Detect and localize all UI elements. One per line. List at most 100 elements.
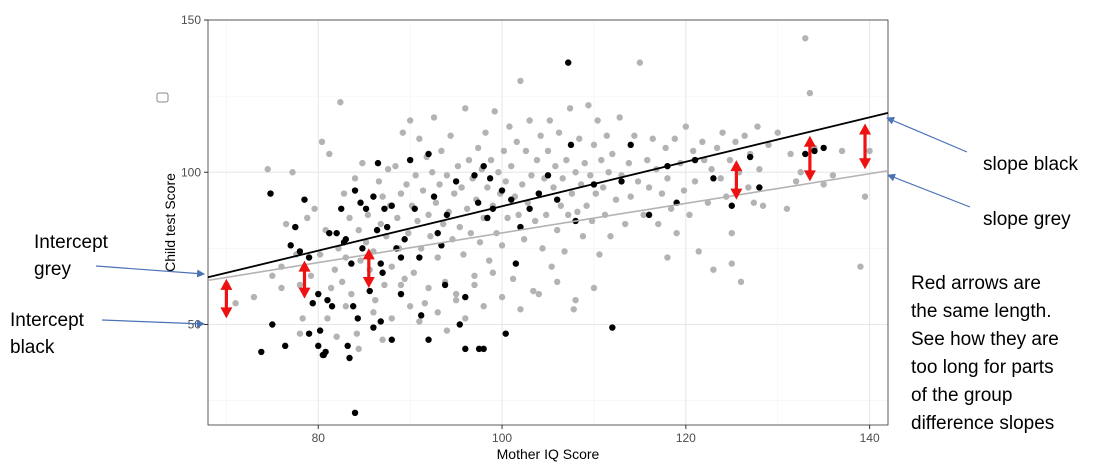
- point-grey: [282, 220, 290, 228]
- point-grey: [460, 251, 467, 258]
- point-grey: [304, 214, 311, 222]
- point-grey: [691, 178, 699, 185]
- point-black: [388, 202, 395, 209]
- point-grey: [708, 166, 715, 173]
- point-black: [388, 336, 395, 343]
- point-grey: [416, 135, 423, 142]
- point-grey: [425, 284, 432, 292]
- point-grey: [438, 147, 445, 155]
- point-black: [411, 205, 418, 212]
- point-grey: [621, 220, 629, 228]
- point-grey: [787, 150, 794, 158]
- point-grey: [664, 254, 671, 261]
- point-grey: [737, 278, 745, 286]
- point-grey: [491, 108, 498, 115]
- point-black: [309, 299, 316, 307]
- pointer-intercept-black: [101, 319, 205, 328]
- point-grey: [649, 135, 656, 142]
- point-grey: [673, 229, 680, 237]
- point-black: [320, 351, 327, 359]
- point-grey: [278, 284, 285, 292]
- point-grey: [447, 132, 454, 139]
- point-black: [553, 196, 561, 203]
- point-grey: [616, 114, 623, 121]
- point-grey: [440, 220, 447, 228]
- point-black: [462, 345, 469, 353]
- red-arrows-note: Red arrows are the same length. See how …: [911, 270, 1059, 438]
- point-grey: [555, 129, 563, 136]
- point-grey: [462, 315, 469, 322]
- point-grey: [476, 239, 484, 246]
- point-grey: [774, 129, 781, 136]
- point-grey: [326, 150, 333, 158]
- point-grey: [759, 202, 767, 209]
- point-black: [292, 223, 299, 231]
- point-grey: [598, 156, 605, 164]
- point-grey: [625, 159, 633, 167]
- note-line-1: Red arrows are: [911, 273, 1041, 294]
- point-grey: [500, 147, 508, 155]
- point-grey: [528, 172, 535, 179]
- point-grey: [530, 287, 537, 295]
- point-grey: [857, 263, 864, 270]
- point-grey: [425, 211, 432, 219]
- point-black: [346, 354, 353, 362]
- intercept-black-line-1: Intercept: [10, 310, 84, 331]
- point-black: [645, 211, 653, 219]
- point-black: [474, 199, 482, 206]
- point-grey: [745, 184, 752, 191]
- point-grey: [434, 309, 441, 316]
- point-black: [480, 345, 487, 353]
- red-arrow: [362, 248, 375, 288]
- pointer-intercept-grey: [95, 265, 205, 278]
- point-grey: [504, 214, 511, 222]
- point-grey: [557, 202, 565, 209]
- point-grey: [719, 129, 726, 136]
- point-black: [609, 324, 616, 331]
- point-grey: [436, 181, 443, 188]
- point-black: [328, 303, 336, 310]
- point-grey: [379, 193, 386, 200]
- point-grey: [645, 184, 653, 191]
- point-grey: [388, 263, 395, 270]
- point-grey: [513, 138, 520, 146]
- point-black: [351, 187, 359, 194]
- point-grey: [546, 117, 554, 124]
- point-grey: [704, 199, 712, 206]
- note-line-2: the same length.: [911, 301, 1052, 322]
- point-black: [434, 229, 441, 237]
- point-grey: [754, 123, 761, 130]
- point-grey: [658, 190, 666, 197]
- point-grey: [443, 172, 451, 179]
- point-black: [315, 342, 322, 350]
- point-black: [425, 150, 432, 158]
- point-grey: [689, 147, 697, 155]
- point-grey: [570, 306, 577, 313]
- point-black: [359, 245, 366, 252]
- point-grey: [574, 208, 581, 216]
- note-line-6: difference slopes: [911, 413, 1055, 434]
- point-grey: [861, 193, 869, 200]
- point-black: [811, 147, 818, 155]
- point-grey: [379, 336, 386, 343]
- point-grey: [713, 144, 721, 152]
- point-black: [443, 211, 451, 219]
- point-grey: [324, 315, 331, 322]
- point-grey: [416, 318, 423, 325]
- point-grey: [443, 327, 451, 334]
- point-black: [456, 321, 463, 328]
- point-grey: [576, 135, 583, 142]
- point-grey: [307, 272, 315, 279]
- point-grey: [572, 169, 579, 176]
- grid: [208, 19, 888, 425]
- point-black: [333, 229, 340, 237]
- point-grey: [331, 266, 339, 273]
- point-grey: [458, 184, 465, 191]
- point-black: [342, 236, 350, 243]
- point-black: [258, 348, 265, 356]
- point-grey: [394, 214, 401, 222]
- point-grey: [370, 309, 377, 316]
- point-grey: [454, 162, 462, 170]
- point-grey: [792, 178, 800, 185]
- point-grey: [531, 217, 539, 225]
